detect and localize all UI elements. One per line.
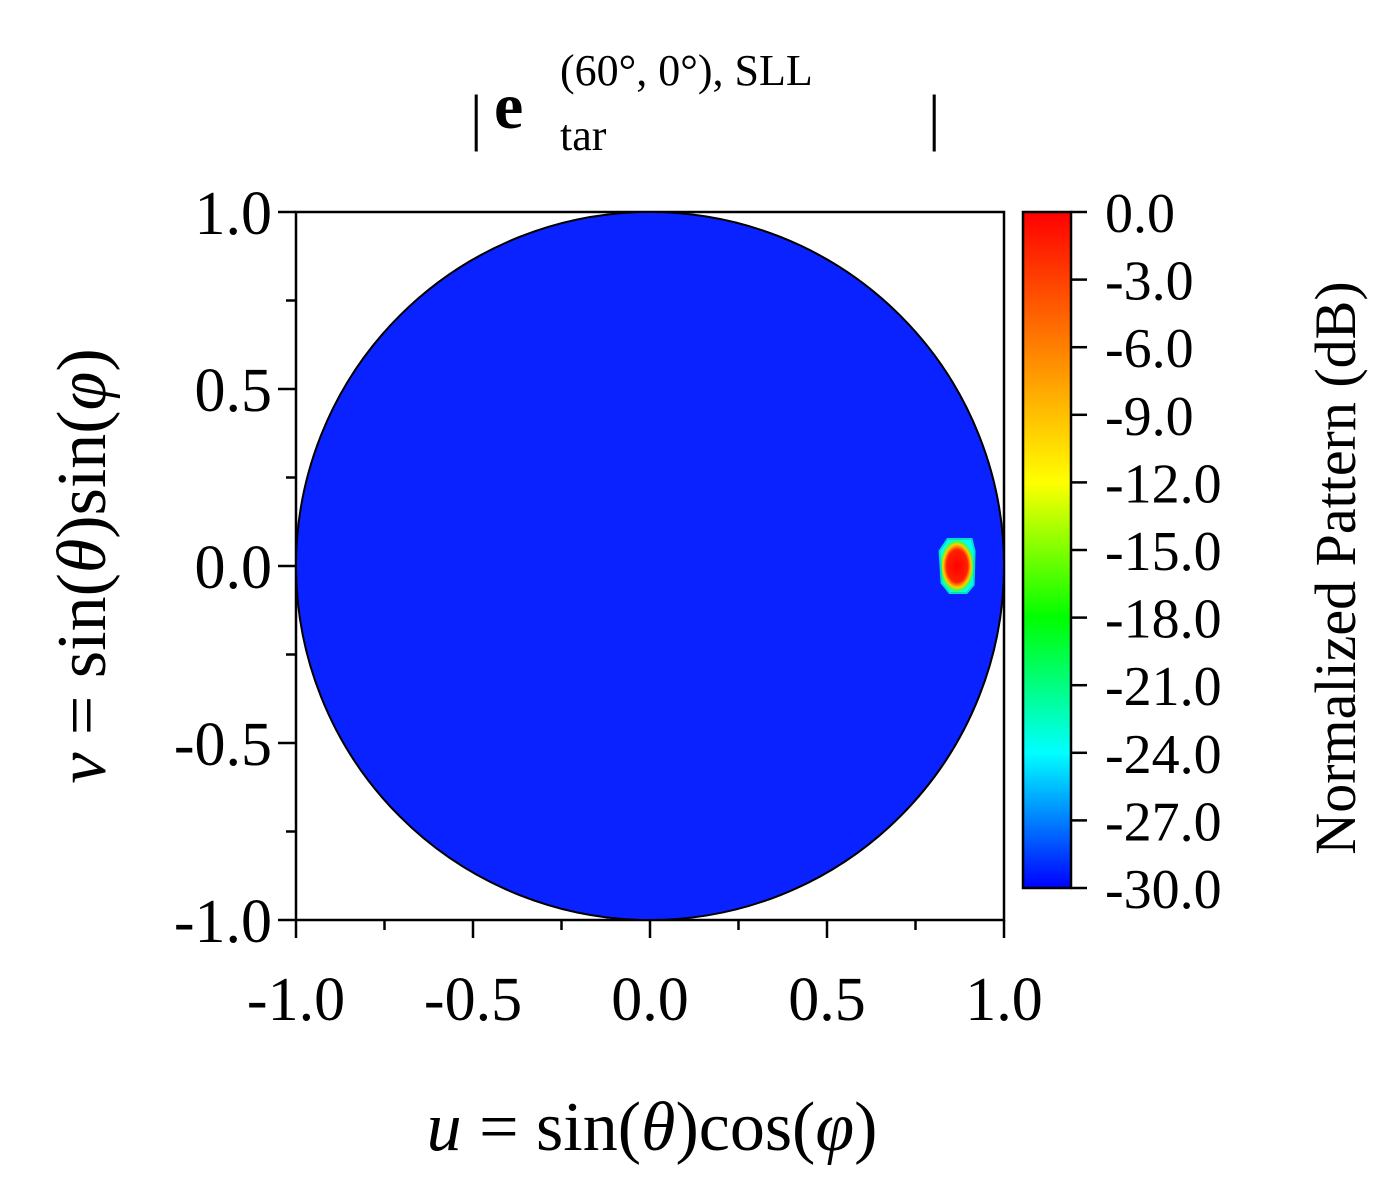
colorbar-tick-label: -18.0 <box>1105 589 1222 651</box>
colorbar-tick-label: -9.0 <box>1105 386 1194 448</box>
y-tick-label: -0.5 <box>174 711 272 779</box>
x-axis-label: u = sin(θ)cos(φ) <box>427 1089 878 1166</box>
colorbar-tick-label: -15.0 <box>1105 521 1222 583</box>
y-label-phi: φ <box>44 372 121 411</box>
x-tick-label: 0.0 <box>611 966 689 1034</box>
colorbar-tick-label: -12.0 <box>1105 453 1222 515</box>
x-axis-ticks: -1.0 -0.5 0.0 0.5 1.0 <box>247 920 1043 1034</box>
y-axis-ticks: 1.0 0.5 0.0 -0.5 -1.0 <box>174 180 296 956</box>
x-label-eq: = sin( <box>462 1089 641 1166</box>
x-label-theta: θ <box>641 1089 675 1166</box>
y-label-theta: θ <box>44 539 121 573</box>
colorbar-tick-label: -30.0 <box>1105 859 1222 921</box>
main-beam <box>938 538 976 594</box>
title-subscript: tar <box>560 111 607 160</box>
colorbar-tick-label: -3.0 <box>1105 251 1194 313</box>
y-tick-label: -1.0 <box>174 888 272 956</box>
chart-title: | e (60°, 0°), SLL tar | <box>470 46 940 160</box>
x-tick-label: 0.5 <box>788 966 866 1034</box>
y-axis-label: v = sin(θ)sin(φ) <box>44 348 121 783</box>
x-tick-label: -1.0 <box>247 966 345 1034</box>
y-label-var: v <box>44 752 121 784</box>
x-label-phi: φ <box>815 1089 854 1166</box>
colorbar-tick-label: -21.0 <box>1105 656 1222 718</box>
colorbar-tick-label: -27.0 <box>1105 791 1222 853</box>
title-bar-left: | <box>470 84 482 152</box>
title-main-symbol: e <box>494 70 523 143</box>
colorbar-tick-label: 0.0 <box>1105 183 1175 245</box>
x-tick-label: -0.5 <box>424 966 522 1034</box>
colorbar-ticks: 0.0-3.0-6.0-9.0-12.0-15.0-18.0-21.0-24.0… <box>1071 183 1222 921</box>
y-label-eq: = sin( <box>44 573 121 752</box>
y-tick-label: 0.5 <box>195 357 273 425</box>
y-label-end: ) <box>44 348 121 371</box>
x-label-var: u <box>427 1089 462 1166</box>
colorbar-tick-label: -24.0 <box>1105 724 1222 786</box>
title-superscript: (60°, 0°), SLL <box>560 46 813 95</box>
title-bar-right: | <box>928 84 940 152</box>
colorbar-label: Normalized Pattern (dB) <box>1303 281 1368 854</box>
colorbar: 0.0-3.0-6.0-9.0-12.0-15.0-18.0-21.0-24.0… <box>1021 183 1222 921</box>
x-tick-label: 1.0 <box>965 966 1043 1034</box>
colorbar-tick-label: -6.0 <box>1105 318 1194 380</box>
y-tick-label: 1.0 <box>195 180 273 248</box>
y-tick-label: 0.0 <box>195 534 273 602</box>
plot-area: -1.0 -0.5 0.0 0.5 1.0 1.0 0.5 0.0 -0.5 -1.0 <box>174 180 1043 1034</box>
y-label-mid: )sin( <box>44 410 121 538</box>
x-label-end: ) <box>854 1089 877 1166</box>
x-label-mid: )cos( <box>675 1089 815 1166</box>
colorbar-gradient <box>1021 210 1073 890</box>
unit-circle-pattern <box>295 211 1005 921</box>
